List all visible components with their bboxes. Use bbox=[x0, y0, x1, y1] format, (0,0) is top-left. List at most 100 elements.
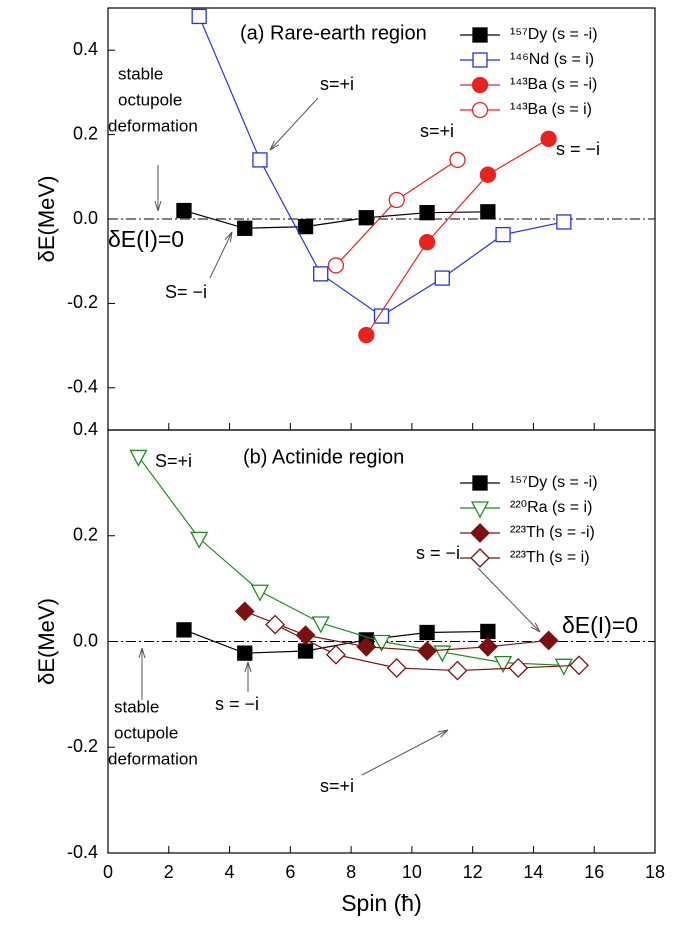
y-tick-label: -0.2 bbox=[67, 736, 98, 756]
marker bbox=[419, 205, 435, 221]
y-tick-label: 0.4 bbox=[73, 39, 98, 59]
annotation: stable bbox=[114, 697, 159, 716]
marker bbox=[237, 645, 253, 661]
series-line bbox=[365, 138, 549, 336]
legend-label: ¹⁴³Ba (s = -i) bbox=[510, 76, 597, 93]
marker bbox=[470, 523, 490, 543]
y-tick-label: 0.0 bbox=[73, 630, 98, 650]
marker bbox=[569, 655, 589, 676]
marker bbox=[265, 614, 286, 635]
legend-label: ¹⁴³Ba (s = i) bbox=[510, 101, 592, 118]
legend-label: ²²³Th (s = i) bbox=[510, 549, 590, 566]
annotation: octupole bbox=[114, 723, 178, 742]
y-axis-label: δE(MeV) bbox=[34, 598, 59, 685]
legend-label: ¹⁵⁷Dy (s = -i) bbox=[510, 474, 598, 491]
marker bbox=[358, 210, 374, 226]
marker bbox=[556, 214, 572, 230]
annotation: octupole bbox=[118, 90, 182, 109]
y-tick-label: 0.4 bbox=[73, 419, 98, 439]
x-tick-label: 8 bbox=[346, 862, 356, 882]
marker bbox=[418, 234, 436, 251]
marker bbox=[480, 623, 496, 640]
x-tick-label: 16 bbox=[584, 862, 604, 882]
marker bbox=[297, 643, 314, 659]
marker bbox=[234, 601, 255, 622]
x-tick-label: 4 bbox=[225, 862, 235, 882]
legend-label: ¹⁵⁷Dy (s = -i) bbox=[510, 26, 598, 43]
annotation: δE(I)=0 bbox=[108, 226, 184, 252]
marker bbox=[237, 220, 253, 236]
y-tick-label: 0.0 bbox=[73, 208, 98, 228]
marker bbox=[447, 660, 468, 681]
annotation: s = −i bbox=[556, 139, 600, 159]
y-tick-label: -0.2 bbox=[67, 292, 98, 312]
legend-label: ¹⁴⁶Nd (s = i) bbox=[510, 51, 594, 68]
marker bbox=[313, 266, 329, 282]
marker bbox=[176, 202, 192, 219]
annotation: (a) Rare-earth region bbox=[240, 22, 427, 44]
marker bbox=[419, 624, 435, 641]
marker bbox=[190, 531, 209, 549]
y-tick-label: 0.2 bbox=[73, 525, 98, 545]
marker bbox=[417, 641, 438, 661]
marker bbox=[250, 584, 270, 602]
marker bbox=[449, 151, 466, 169]
marker bbox=[252, 152, 268, 168]
marker bbox=[480, 204, 496, 220]
marker bbox=[479, 166, 497, 183]
marker bbox=[356, 636, 377, 657]
marker bbox=[373, 308, 390, 324]
annotation: (b) Actinide region bbox=[243, 446, 404, 468]
x-tick-label: 14 bbox=[523, 862, 543, 882]
marker bbox=[472, 475, 488, 491]
series-line bbox=[137, 456, 564, 666]
x-tick-label: 6 bbox=[285, 862, 295, 882]
marker bbox=[554, 658, 573, 676]
x-tick-label: 10 bbox=[402, 862, 422, 882]
y-tick-label: -0.4 bbox=[67, 377, 98, 397]
legend-label: ²²³Th (s = -i) bbox=[510, 524, 595, 541]
x-tick-label: 18 bbox=[645, 862, 665, 882]
y-tick-label: 0.2 bbox=[73, 123, 98, 143]
annotation: s = −i bbox=[416, 543, 460, 563]
y-tick-label: -0.4 bbox=[67, 842, 98, 862]
marker bbox=[471, 76, 489, 94]
x-tick-label: 12 bbox=[463, 862, 483, 882]
marker bbox=[297, 218, 314, 235]
marker bbox=[493, 656, 513, 674]
marker bbox=[538, 630, 559, 651]
legend-label: ²²⁰Ra (s = i) bbox=[510, 499, 592, 516]
marker bbox=[470, 548, 490, 568]
marker bbox=[311, 616, 330, 634]
annotation: s = −i bbox=[215, 694, 259, 714]
annotation: s=+i bbox=[320, 776, 354, 796]
annotation: S= −i bbox=[165, 282, 207, 302]
annotation: deformation bbox=[108, 749, 198, 768]
marker bbox=[325, 644, 346, 665]
annotation: stable bbox=[118, 64, 163, 83]
marker bbox=[191, 8, 207, 25]
series-line bbox=[183, 209, 488, 229]
marker bbox=[358, 326, 375, 344]
marker bbox=[477, 636, 498, 657]
marker bbox=[129, 449, 148, 467]
marker bbox=[388, 191, 405, 209]
series-line bbox=[274, 624, 580, 672]
x-axis-label: Spin (ħ) bbox=[341, 890, 422, 916]
marker bbox=[386, 658, 407, 678]
marker bbox=[540, 130, 557, 147]
marker bbox=[508, 658, 529, 678]
marker bbox=[434, 270, 450, 286]
series-line bbox=[244, 610, 549, 652]
y-axis-label: δE(MeV) bbox=[34, 176, 59, 263]
marker bbox=[470, 501, 490, 519]
annotation: S=+i bbox=[155, 451, 192, 471]
annotation: deformation bbox=[108, 116, 198, 135]
annotation: s=+i bbox=[320, 74, 354, 94]
marker bbox=[471, 101, 489, 119]
x-tick-label: 0 bbox=[103, 862, 113, 882]
marker bbox=[327, 257, 345, 274]
marker bbox=[472, 27, 488, 43]
marker bbox=[472, 52, 488, 68]
